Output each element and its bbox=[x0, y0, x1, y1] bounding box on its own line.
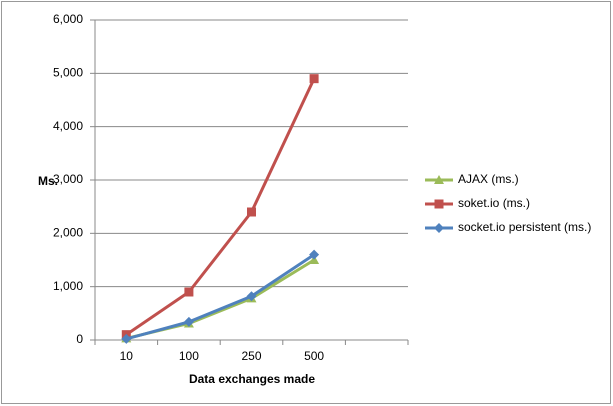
data-point bbox=[309, 249, 320, 260]
y-tick-label: 5,000 bbox=[53, 66, 83, 80]
x-tick-label: 100 bbox=[179, 349, 199, 363]
x-tick-label: 500 bbox=[304, 349, 324, 363]
legend-label: AJAX (ms.) bbox=[458, 172, 519, 186]
y-tick-label: 1,000 bbox=[53, 279, 83, 293]
data-point bbox=[309, 74, 319, 84]
y-tick-label: 4,000 bbox=[53, 119, 83, 133]
x-tick-label: 10 bbox=[120, 349, 134, 363]
y-tick-label: 6,000 bbox=[53, 12, 83, 26]
y-tick-label: 3,000 bbox=[53, 172, 83, 186]
data-point bbox=[184, 287, 194, 297]
legend-marker bbox=[434, 199, 444, 209]
y-axis-title: Ms. bbox=[38, 174, 58, 188]
x-tick-label: 250 bbox=[241, 349, 261, 363]
legend-marker bbox=[434, 175, 444, 184]
x-axis-title: Data exchanges made bbox=[189, 372, 315, 386]
data-point bbox=[183, 316, 194, 327]
series-line bbox=[125, 78, 316, 336]
legend-marker bbox=[434, 223, 444, 233]
y-tick-label: 2,000 bbox=[53, 226, 83, 240]
data-point bbox=[121, 333, 132, 344]
legend-label: socket.io persistent (ms.) bbox=[458, 220, 591, 234]
series-line bbox=[125, 253, 315, 341]
legend-label: soket.io (ms.) bbox=[458, 196, 530, 210]
y-tick-label: 0 bbox=[76, 332, 83, 346]
data-point bbox=[247, 207, 256, 217]
data-point bbox=[246, 291, 257, 302]
